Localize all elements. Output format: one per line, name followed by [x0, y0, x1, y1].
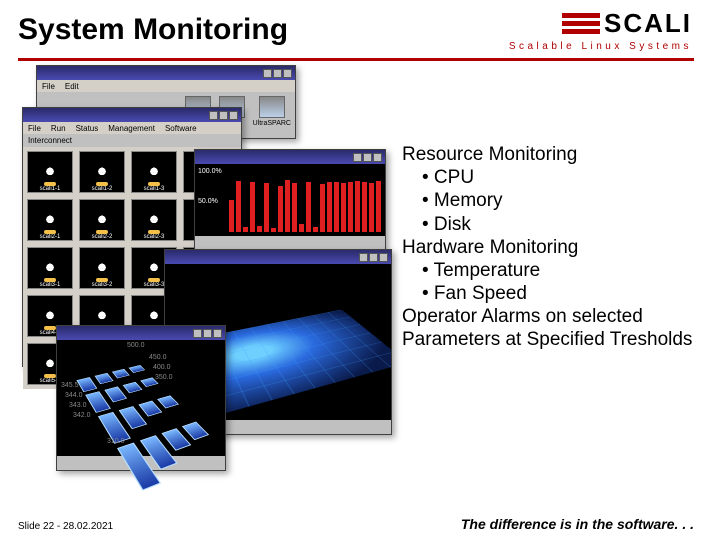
cpu-bar: [299, 224, 304, 232]
axis-label: 100.0%: [198, 168, 222, 175]
cpu-bar: [292, 183, 297, 232]
bullet-item: • Disk: [402, 213, 702, 236]
axis-label: 50.0%: [198, 198, 218, 205]
bar-3d: [112, 369, 130, 379]
bullet-panel: Resource Monitoring • CPU • Memory • Dis…: [402, 143, 702, 352]
cpu-bar: [306, 182, 311, 232]
menu-item[interactable]: Management: [108, 124, 155, 133]
window-cpu-graph: 100.0% 50.0%: [194, 149, 386, 253]
cpu-bar: [243, 227, 248, 232]
cpu-bar: [285, 180, 290, 232]
menu-item[interactable]: File: [28, 124, 41, 133]
slide-footer: Slide 22 - 28.02.2021 The difference is …: [18, 516, 694, 532]
window-3d-bars: 500.0 450.0 400.0 350.0 345.5 344.0 343.0 342.0…: [56, 325, 226, 471]
cpu-bar: [348, 182, 353, 232]
axis-label: 345.5: [61, 382, 79, 389]
axis-label: 500.0: [127, 342, 145, 349]
bar-3d: [182, 422, 209, 440]
cpu-bar: [271, 228, 276, 232]
bar-3d: [76, 377, 97, 392]
company-logo: SCALI Scalable Linux Systems: [509, 8, 692, 52]
cpu-bar: [250, 182, 255, 232]
section-heading: Operator Alarms on selected Parameters a…: [402, 305, 702, 351]
cpu-bar: [264, 183, 269, 232]
menubar: File Edit: [37, 80, 295, 92]
cpu-bars: [229, 178, 381, 232]
tagline: The difference is in the software. . .: [461, 516, 694, 532]
bar-3d: [129, 365, 146, 373]
menu-item[interactable]: Status: [76, 124, 99, 133]
node-cell[interactable]: scali2-1: [27, 199, 73, 241]
menu-item[interactable]: Software: [165, 124, 197, 133]
node-cell[interactable]: scali2-3: [131, 199, 177, 241]
axis-label: 450.0: [149, 354, 167, 361]
section-label: Interconnect: [23, 134, 241, 147]
cpu-bar: [257, 226, 262, 232]
axis-label: 310.0: [107, 438, 125, 445]
slide-number: Slide 22 - 28.02.2021: [18, 521, 113, 532]
slide-header: System Monitoring SCALI Scalable Linux S…: [0, 0, 720, 56]
page-title: System Monitoring: [18, 13, 288, 47]
axis-label: 342.0: [73, 412, 91, 419]
bullet-item: • Fan Speed: [402, 282, 702, 305]
logo-subtitle: Scalable Linux Systems: [509, 41, 692, 52]
cpu-bar: [341, 183, 346, 232]
node-icon[interactable]: UltraSPARC: [253, 96, 291, 127]
section-heading: Hardware Monitoring: [402, 236, 702, 259]
node-cell[interactable]: scali3-2: [79, 247, 125, 289]
content-area: File Edit scali3 scali4 UltraSPARC File …: [0, 61, 720, 491]
bullet-item: • Memory: [402, 189, 702, 212]
axis-label: 400.0: [153, 364, 171, 371]
menu-item[interactable]: Run: [51, 124, 66, 133]
cpu-bar: [369, 183, 374, 232]
bars-3d: [76, 365, 229, 491]
node-cell[interactable]: scali1-1: [27, 151, 73, 193]
cpu-bar: [355, 181, 360, 232]
cpu-bar: [313, 227, 318, 232]
axis-label: 350.0: [155, 374, 173, 381]
bar-3d: [104, 386, 127, 402]
menu-item[interactable]: Edit: [65, 82, 79, 91]
cpu-bar: [376, 181, 381, 232]
section-heading: Resource Monitoring: [402, 143, 702, 166]
cpu-bar: [236, 181, 241, 232]
bullet-item: • Temperature: [402, 259, 702, 282]
cpu-bar: [320, 184, 325, 232]
node-cell[interactable]: scali1-3: [131, 151, 177, 193]
bar-3d: [138, 401, 162, 417]
node-cell[interactable]: scali1-2: [79, 151, 125, 193]
cpu-bar: [362, 182, 367, 232]
node-cell[interactable]: scali2-2: [79, 199, 125, 241]
menubar: File Run Status Management Software: [23, 122, 241, 134]
cpu-bar: [229, 200, 234, 232]
axis-label: 343.0: [69, 402, 87, 409]
node-cell[interactable]: scali3-1: [27, 247, 73, 289]
bullet-item: • CPU: [402, 166, 702, 189]
bar-3d: [123, 382, 143, 393]
logo-text: SCALI: [604, 8, 692, 39]
logo-bars-icon: [562, 13, 600, 34]
cpu-bar: [327, 182, 332, 232]
menu-item[interactable]: File: [42, 82, 55, 91]
axis-label: 344.0: [65, 392, 83, 399]
screenshot-cluster: File Edit scali3 scali4 UltraSPARC File …: [22, 65, 392, 465]
cpu-bar: [334, 182, 339, 232]
bar-3d: [157, 395, 179, 408]
bar-3d: [95, 373, 114, 384]
cpu-bar: [278, 186, 283, 232]
